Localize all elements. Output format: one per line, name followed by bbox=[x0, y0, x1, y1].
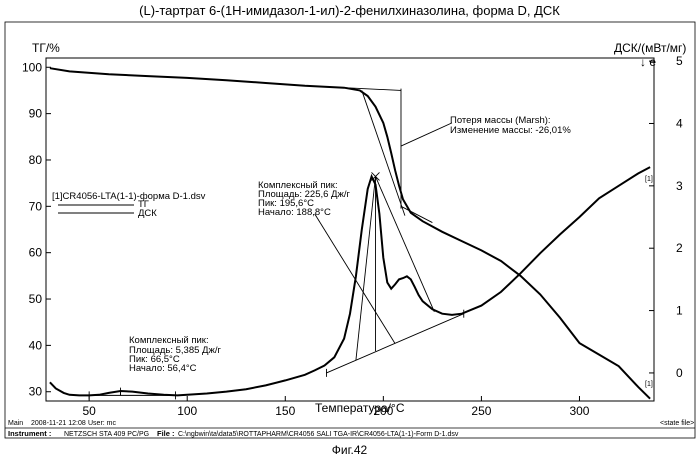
legend-file: [1]CR4056-LTA(1-1)-форма D-1.dsv bbox=[52, 191, 206, 202]
right-axis-label: ДСК/(мВт/мг) bbox=[614, 41, 686, 55]
y-right-tick-label: 5 bbox=[676, 54, 683, 68]
y-right-tick-label: 0 bbox=[676, 366, 683, 380]
y-left-tick-label: 100 bbox=[22, 60, 42, 74]
annotation-peak-big-line-4: Начало: 188,8°С bbox=[258, 207, 331, 218]
y-left-tick-label: 30 bbox=[29, 385, 43, 399]
y-right-tick-label: 1 bbox=[676, 304, 683, 318]
y-left-tick-label: 60 bbox=[29, 246, 43, 260]
footer-state-file: <state file> bbox=[660, 420, 694, 427]
y-right-tick-label: 2 bbox=[676, 241, 683, 255]
outer-frame bbox=[5, 22, 695, 438]
legend-label-dsc: ДСК bbox=[138, 208, 157, 219]
footer-user: User: mc bbox=[88, 420, 117, 427]
curve-end-label-tg: [1] bbox=[645, 381, 653, 388]
y-left-tick-label: 40 bbox=[29, 338, 43, 352]
y-right-tick-label: 4 bbox=[676, 116, 683, 130]
y-left-tick-label: 70 bbox=[29, 199, 43, 213]
x-tick-label: 100 bbox=[177, 404, 197, 418]
footer-instrument-value: NETZSCH STA 409 PC/PG bbox=[64, 431, 149, 438]
footer-instrument-label: Instrument : bbox=[8, 429, 51, 438]
x-axis-label: Температура/°С bbox=[315, 401, 405, 415]
x-tick-label: 250 bbox=[471, 404, 491, 418]
y-right-tick-label: 3 bbox=[676, 179, 683, 193]
tg-annotation-leader bbox=[401, 123, 452, 146]
footer-datetime: 2008-11-21 12:08 bbox=[31, 420, 86, 427]
left-axis-label: ТГ/% bbox=[32, 41, 60, 55]
tg-inflection-tangent bbox=[362, 90, 405, 215]
axes-ticks: 5010015020025030030405060708090100012345 bbox=[22, 54, 683, 418]
x-tick-label: 50 bbox=[82, 404, 96, 418]
annotation-mass-loss-line-2: Изменение массы: -26,01% bbox=[450, 125, 571, 136]
x-tick-label: 300 bbox=[569, 404, 589, 418]
dsc-peak-drop bbox=[375, 176, 434, 311]
y-left-tick-label: 90 bbox=[29, 107, 43, 121]
x-tick-label: 150 bbox=[275, 404, 295, 418]
annotation-peak-small-line-4: Начало: 56,4°С bbox=[129, 363, 197, 374]
y-left-tick-label: 80 bbox=[29, 153, 43, 167]
footer-file-value: C:\ngbwin\ta\data5\ROTTAPHARM\CR4056 SAL… bbox=[178, 431, 459, 438]
figure-label: Фиг.42 bbox=[0, 443, 699, 457]
footer-file-label: File : bbox=[157, 429, 175, 438]
footer-main-label: Main bbox=[8, 420, 23, 427]
right-axis-marker: ↓ e bbox=[640, 55, 656, 69]
y-left-tick-label: 50 bbox=[29, 292, 43, 306]
tg-tangent-lower bbox=[401, 206, 432, 222]
curve-end-label-dsc: [1] bbox=[645, 176, 653, 183]
